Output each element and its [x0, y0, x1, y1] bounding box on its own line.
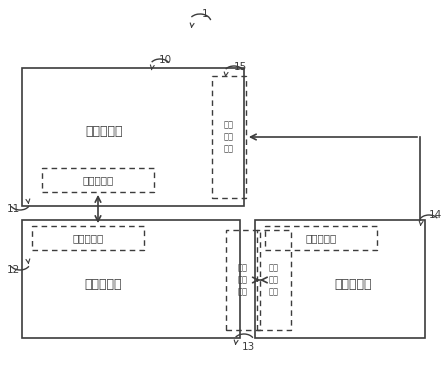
- Text: 摄像
模组
二号: 摄像 模组 二号: [269, 264, 279, 296]
- Bar: [22, 220, 240, 338]
- Bar: [265, 226, 377, 250]
- Text: 第三连接器: 第三连接器: [305, 233, 337, 243]
- Text: 第二电路板: 第二电路板: [84, 278, 121, 291]
- Text: 第一连接器: 第一连接器: [72, 233, 104, 243]
- Text: 14: 14: [428, 210, 442, 220]
- Bar: [32, 226, 144, 250]
- Text: 第三电路板: 第三电路板: [335, 278, 373, 291]
- Text: 11: 11: [6, 204, 19, 214]
- Text: 15: 15: [233, 62, 247, 72]
- Text: 摄像
模组
一号: 摄像 模组 一号: [224, 121, 234, 153]
- Text: 摄像
模组
二号: 摄像 模组 二号: [238, 264, 248, 296]
- Bar: [226, 230, 260, 330]
- Bar: [257, 230, 291, 330]
- Text: 10: 10: [159, 55, 171, 65]
- Bar: [212, 76, 246, 198]
- Text: 12: 12: [6, 265, 19, 275]
- Text: 第一电路板: 第一电路板: [85, 125, 123, 138]
- Text: 13: 13: [241, 342, 255, 352]
- Text: 第一连接器: 第一连接器: [82, 175, 113, 185]
- Text: 1: 1: [202, 9, 208, 19]
- Bar: [255, 220, 425, 338]
- Bar: [22, 68, 244, 206]
- Bar: [42, 168, 154, 192]
